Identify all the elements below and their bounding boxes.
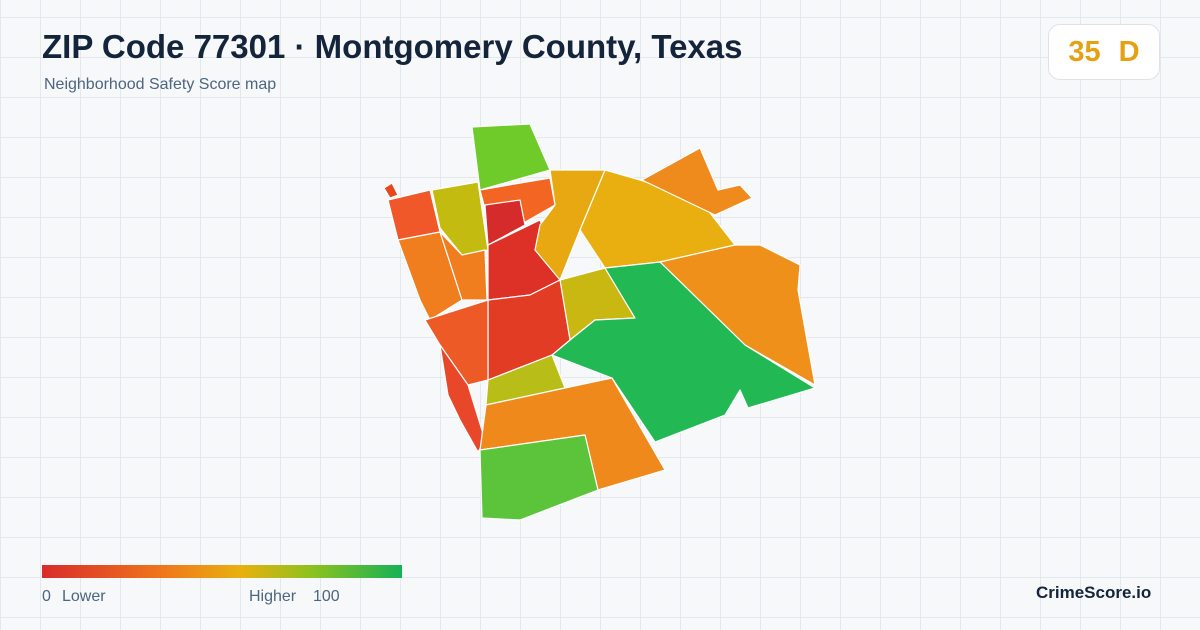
subtitle: Neighborhood Safety Score map <box>44 76 277 93</box>
legend-min-label: Lower <box>62 588 106 605</box>
region <box>479 434 599 521</box>
legend-max-label: Higher <box>249 588 297 605</box>
grade: D <box>1118 35 1140 68</box>
legend-gradient <box>42 565 402 578</box>
title: ZIP Code 77301 · Montgomery County, Texa… <box>42 28 743 65</box>
score-badge: 35 D <box>1048 24 1160 80</box>
region <box>387 189 441 241</box>
legend-max: 100 <box>313 588 340 605</box>
region <box>424 299 489 386</box>
region <box>641 147 753 216</box>
region <box>383 182 399 199</box>
region <box>439 344 486 453</box>
region <box>484 199 526 246</box>
region <box>397 231 463 321</box>
brand: CrimeScore.io <box>1036 583 1152 602</box>
region <box>551 261 816 443</box>
region <box>439 231 488 301</box>
score: 35 <box>1068 35 1101 68</box>
legend-min: 0 <box>42 588 51 605</box>
